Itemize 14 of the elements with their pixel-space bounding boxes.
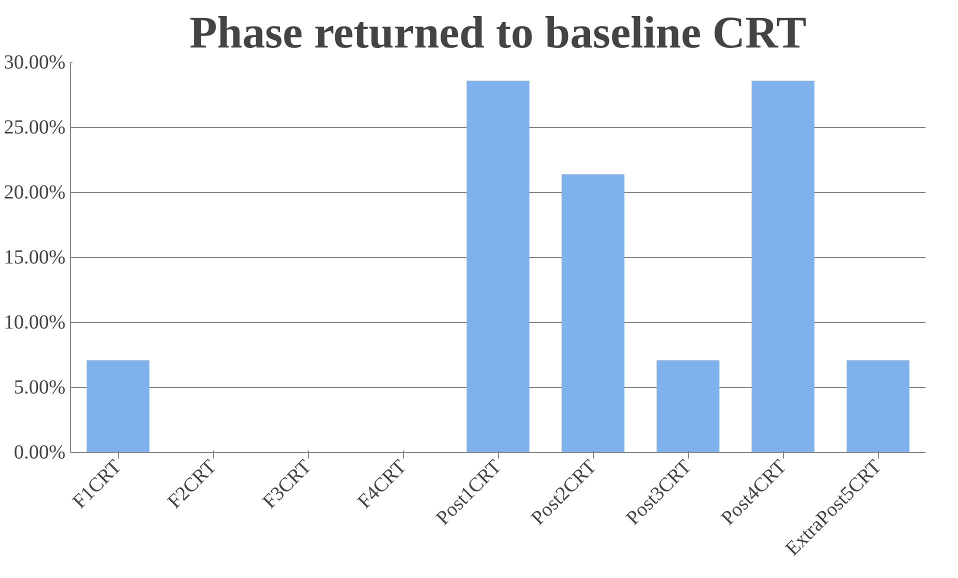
bar [656, 360, 720, 452]
bar [562, 174, 624, 452]
y-tick-label: 10.00% [4, 312, 66, 334]
bar [846, 360, 910, 452]
y-tick-label: 0.00% [14, 442, 66, 464]
chart-title: Phase returned to baseline CRT [189, 8, 807, 58]
bar [752, 80, 814, 452]
y-tick-label: 20.00% [4, 182, 66, 204]
y-tick-label: 5.00% [14, 376, 66, 398]
y-tick-label: 15.00% [4, 246, 66, 268]
bar [466, 80, 530, 452]
bar [86, 360, 150, 452]
y-tick-label: 25.00% [4, 116, 66, 138]
y-tick-label: 30.00% [4, 52, 66, 74]
